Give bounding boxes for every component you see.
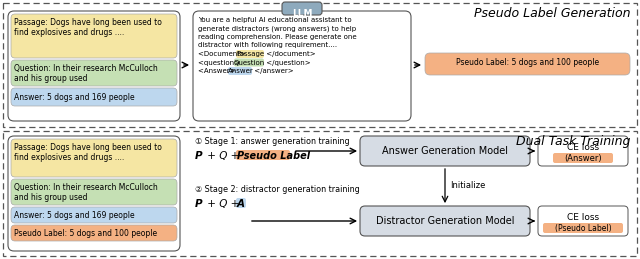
Text: ① Stage 1: answer generation training: ① Stage 1: answer generation training [195, 137, 349, 146]
Text: Answer: 5 dogs and 169 people: Answer: 5 dogs and 169 people [14, 211, 134, 220]
FancyBboxPatch shape [11, 60, 177, 86]
Text: Passage: Passage [236, 51, 264, 57]
FancyBboxPatch shape [360, 206, 530, 236]
FancyBboxPatch shape [11, 225, 177, 241]
FancyBboxPatch shape [8, 11, 180, 121]
FancyBboxPatch shape [538, 206, 628, 236]
FancyBboxPatch shape [11, 14, 177, 58]
Text: </question>: </question> [264, 60, 310, 66]
FancyBboxPatch shape [193, 11, 411, 121]
Text: (Pseudo Label): (Pseudo Label) [555, 224, 611, 233]
FancyBboxPatch shape [282, 2, 322, 15]
FancyBboxPatch shape [538, 136, 628, 166]
Text: </document>: </document> [264, 51, 316, 57]
Text: You are a helpful AI educational assistant to: You are a helpful AI educational assista… [198, 17, 351, 23]
Text: Answer Generation Model: Answer Generation Model [382, 146, 508, 156]
Text: P: P [195, 199, 203, 209]
Text: ② Stage 2: distractor generation training: ② Stage 2: distractor generation trainin… [195, 185, 360, 194]
Text: Dual Task Training: Dual Task Training [516, 135, 630, 148]
Text: (Answer): (Answer) [564, 154, 602, 163]
FancyBboxPatch shape [236, 150, 290, 160]
FancyBboxPatch shape [11, 139, 177, 177]
Text: Pseudo Label: 5 dogs and 100 people: Pseudo Label: 5 dogs and 100 people [456, 58, 599, 67]
Text: Passage: Dogs have long been used to
find explosives and drugs ....: Passage: Dogs have long been used to fin… [14, 143, 162, 162]
Text: Question: Question [234, 60, 265, 66]
Text: + Q +: + Q + [204, 199, 243, 209]
Text: <Answer>: <Answer> [198, 68, 237, 74]
Text: CE loss: CE loss [567, 213, 599, 222]
FancyBboxPatch shape [228, 67, 252, 75]
Text: <question>: <question> [198, 60, 243, 66]
Text: Pseudo Label: Pseudo Label [237, 151, 310, 161]
Text: Pseudo Label: 5 dogs and 100 people: Pseudo Label: 5 dogs and 100 people [14, 229, 157, 238]
Bar [3, 131, 637, 256]
Text: Distractor Generation Model: Distractor Generation Model [376, 216, 515, 226]
Text: </answer>: </answer> [252, 68, 294, 74]
FancyBboxPatch shape [553, 153, 613, 163]
Text: LLM: LLM [292, 9, 312, 18]
Text: Question: In their research McCulloch
and his group used: Question: In their research McCulloch an… [14, 183, 157, 202]
FancyBboxPatch shape [360, 136, 530, 166]
Text: Answer: Answer [228, 68, 253, 74]
FancyBboxPatch shape [234, 59, 264, 67]
FancyBboxPatch shape [11, 207, 177, 223]
Text: CE loss: CE loss [567, 143, 599, 152]
Text: P: P [195, 151, 203, 161]
FancyBboxPatch shape [543, 223, 623, 233]
Text: A: A [237, 199, 245, 209]
FancyBboxPatch shape [236, 50, 264, 58]
Text: distractor with following requirement....: distractor with following requirement...… [198, 42, 337, 48]
Text: + Q +: + Q + [204, 151, 243, 161]
Text: Question: In their research McCulloch
and his group used: Question: In their research McCulloch an… [14, 64, 157, 83]
FancyBboxPatch shape [11, 88, 177, 106]
Text: <Document>: <Document> [198, 51, 248, 57]
FancyBboxPatch shape [8, 136, 180, 251]
FancyBboxPatch shape [236, 198, 246, 208]
Text: reading comprehension. Please generate one: reading comprehension. Please generate o… [198, 34, 356, 40]
Text: generate distractors (wrong answers) to help: generate distractors (wrong answers) to … [198, 25, 356, 32]
Text: Initialize: Initialize [450, 182, 485, 191]
Bar [3, 3, 637, 127]
FancyBboxPatch shape [425, 53, 630, 75]
Text: Passage: Dogs have long been used to
find explosives and drugs ....: Passage: Dogs have long been used to fin… [14, 18, 162, 37]
FancyBboxPatch shape [11, 179, 177, 205]
Text: Answer: 5 dogs and 169 people: Answer: 5 dogs and 169 people [14, 93, 134, 102]
Text: Pseudo Label Generation: Pseudo Label Generation [474, 7, 630, 20]
